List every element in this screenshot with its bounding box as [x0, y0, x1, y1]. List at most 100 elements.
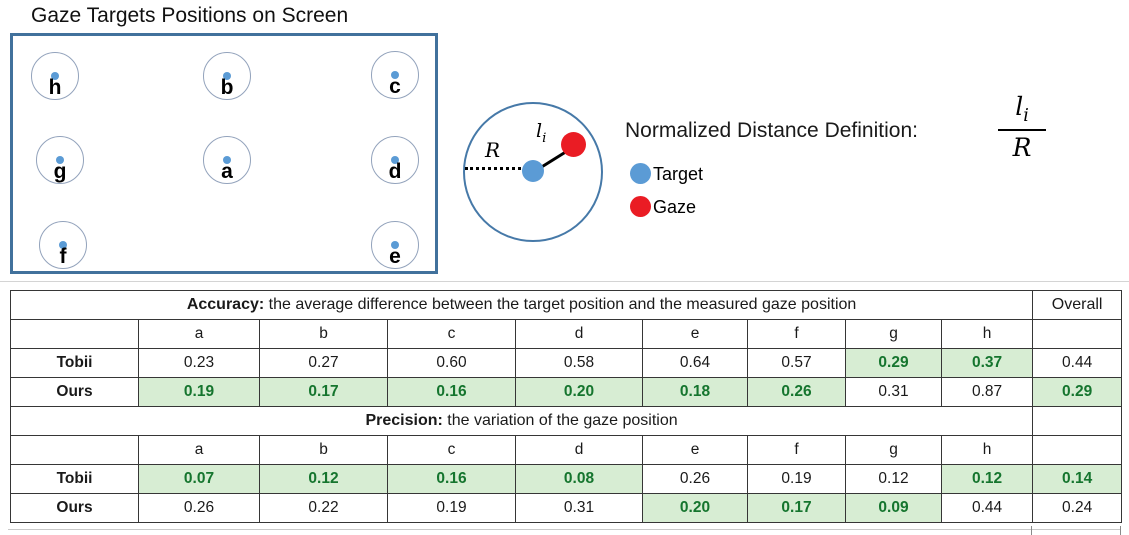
column-header-e: e — [642, 319, 748, 349]
precision-ours-row: Ours 0.26 0.22 0.19 0.31 0.20 0.17 0.09 … — [10, 493, 1123, 523]
value-cell: 0.31 — [515, 493, 643, 523]
target-label: e — [389, 245, 401, 268]
value-cell: 0.26 — [138, 493, 260, 523]
value-cell: 0.20 — [642, 493, 748, 523]
value-cell: 0.26 — [642, 464, 748, 494]
target-label: g — [53, 160, 67, 183]
screen-outline: h b c g a d f e — [10, 33, 438, 274]
column-header-d: d — [515, 319, 643, 349]
accuracy-heading-row: Accuracy: the average difference between… — [9, 290, 1123, 320]
value-cell: 0.87 — [940, 377, 1034, 407]
column-header-c: c — [387, 319, 516, 349]
value-cell: 0.09 — [845, 493, 942, 523]
value-cell: 0.19 — [387, 493, 516, 523]
row-label-ours: Ours — [10, 493, 139, 523]
definition-text: Normalized Distance Definition: — [625, 119, 918, 142]
column-header-g: g — [845, 435, 942, 465]
empty-cell — [1032, 319, 1123, 349]
gridline-tick — [1031, 526, 1032, 535]
row-label-ours: Ours — [10, 377, 139, 407]
value-cell: 0.27 — [259, 348, 388, 378]
overall-value: 0.29 — [1032, 377, 1123, 407]
row-label-tobii: Tobii — [10, 348, 139, 378]
legend-gaze-label: Gaze — [653, 197, 697, 217]
value-cell: 0.57 — [747, 348, 846, 378]
column-header-c: c — [387, 435, 516, 465]
gaze-target-d: d — [371, 136, 419, 184]
accuracy-heading: Accuracy: the average difference between… — [9, 290, 1034, 320]
gaze-target-c: c — [371, 51, 419, 99]
column-header-g: g — [845, 319, 942, 349]
target-dot — [59, 241, 67, 249]
value-cell: 0.29 — [845, 348, 942, 378]
value-cell: 0.12 — [940, 464, 1034, 494]
value-cell: 0.16 — [387, 464, 516, 494]
column-header-b: b — [259, 435, 388, 465]
value-cell: 0.07 — [138, 464, 260, 494]
value-cell: 0.19 — [138, 377, 260, 407]
column-header-d: d — [515, 435, 643, 465]
precision-heading: Precision: the variation of the gaze pos… — [9, 406, 1034, 436]
gaze-target-h: h — [31, 52, 79, 100]
value-cell: 0.64 — [642, 348, 748, 378]
column-header-e: e — [642, 435, 748, 465]
legend-target-label: Target — [653, 164, 704, 184]
target-dot — [391, 156, 399, 164]
value-cell: 0.20 — [515, 377, 643, 407]
empty-cell — [1032, 406, 1123, 436]
gaze-dot-large — [561, 132, 586, 157]
target-label: c — [389, 75, 401, 98]
distance-label: li — [536, 120, 547, 146]
target-dot — [223, 156, 231, 164]
value-cell: 0.19 — [747, 464, 846, 494]
value-cell: 0.16 — [387, 377, 516, 407]
value-cell: 0.17 — [747, 493, 846, 523]
accuracy-tobii-row: Tobii 0.23 0.27 0.60 0.58 0.64 0.57 0.29… — [10, 348, 1123, 378]
legend-gaze-icon — [630, 196, 651, 217]
target-dot — [51, 72, 59, 80]
target-label: b — [220, 76, 234, 99]
value-cell: 0.23 — [138, 348, 260, 378]
gaze-target-e: e — [371, 221, 419, 269]
target-label: d — [388, 160, 402, 183]
value-cell: 0.26 — [747, 377, 846, 407]
precision-tobii-row: Tobii 0.07 0.12 0.16 0.08 0.26 0.19 0.12… — [10, 464, 1123, 494]
accuracy-columns-row: a b c d e f g h — [10, 319, 1123, 349]
column-header-f: f — [747, 435, 846, 465]
row-label-tobii: Tobii — [10, 464, 139, 494]
target-dot — [391, 71, 399, 79]
column-header-h: h — [940, 435, 1034, 465]
legend-target-icon — [630, 163, 651, 184]
value-cell: 0.31 — [845, 377, 942, 407]
overall-value: 0.24 — [1032, 493, 1123, 523]
gaze-target-a: a — [203, 136, 251, 184]
value-cell: 0.58 — [515, 348, 643, 378]
gridline-tick — [1120, 526, 1121, 535]
value-cell: 0.60 — [387, 348, 516, 378]
value-cell: 0.17 — [259, 377, 388, 407]
column-header-a: a — [138, 435, 260, 465]
value-cell: 0.08 — [515, 464, 643, 494]
normalized-distance-formula: li R — [998, 91, 1046, 163]
precision-heading-row: Precision: the variation of the gaze pos… — [9, 406, 1123, 436]
gridline-bottom — [8, 529, 1121, 530]
overall-header: Overall — [1032, 290, 1123, 320]
radius-dotted-line — [465, 167, 533, 170]
figure-title: Gaze Targets Positions on Screen — [31, 4, 349, 27]
target-dot — [56, 156, 64, 164]
formula-numerator: li — [998, 91, 1046, 131]
empty-cell — [10, 319, 139, 349]
value-cell: 0.12 — [259, 464, 388, 494]
radius-label: R — [485, 138, 501, 162]
target-dot — [223, 72, 231, 80]
column-header-b: b — [259, 319, 388, 349]
column-header-h: h — [940, 319, 1034, 349]
column-header-f: f — [747, 319, 846, 349]
gridline-top — [0, 281, 1129, 282]
value-cell: 0.22 — [259, 493, 388, 523]
value-cell: 0.37 — [940, 348, 1034, 378]
target-label: h — [48, 76, 62, 99]
definition-circle — [463, 102, 603, 242]
value-cell: 0.44 — [940, 493, 1034, 523]
target-dot-large — [522, 160, 544, 182]
